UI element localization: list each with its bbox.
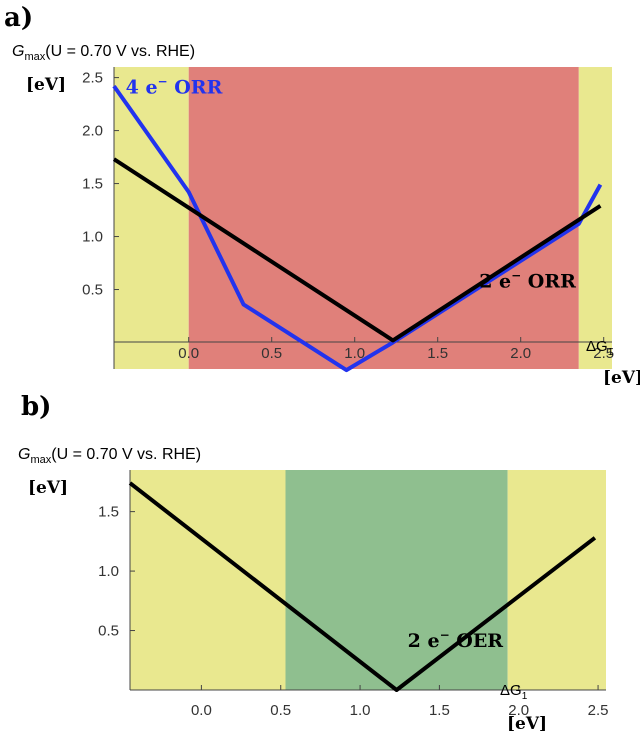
- series-label-sup: −: [158, 74, 168, 88]
- series-label-text: ORR: [168, 76, 223, 98]
- x-tick-label: 1.0: [350, 702, 371, 719]
- y-axis-unit: [eV]: [26, 75, 66, 95]
- y-tick-label: 2.0: [82, 123, 103, 140]
- series-label: 2 e− ORR: [479, 268, 576, 292]
- region-1: [285, 470, 508, 690]
- x-tick-label: 2.0: [508, 702, 529, 719]
- y-tick-label: 2.5: [82, 70, 103, 87]
- title-sub: max: [30, 454, 51, 466]
- x-tick-label: 1.5: [429, 702, 450, 719]
- series-label-sup: −: [511, 268, 521, 282]
- x-tick-label: 0.0: [178, 345, 199, 362]
- chart-panel-a: 0.0 0.5 1.0 1.5 2.0 2.50.51.01.52.02.5 4 e− OR…: [4, 3, 640, 388]
- x-tick-label: 0.5: [270, 702, 291, 719]
- region-1: [188, 67, 579, 369]
- chart-title: Gmax(U = 0.70 V vs. RHE): [12, 43, 195, 63]
- y-tick-label: 0.5: [98, 623, 119, 640]
- region-0: [130, 470, 286, 690]
- y-tick-label: 1.5: [98, 504, 119, 521]
- x-tick-label: 2.5: [588, 702, 609, 719]
- chart-panel-b: 0.0 0.5 1.0 1.5 2.0 2.5 0.5 1.0 1.5 2 e− OER b) Gma…: [18, 392, 608, 733]
- series-line-0: [128, 481, 597, 692]
- x-tick-label: 1.5: [427, 345, 448, 362]
- x-axis-sub: 1: [608, 347, 614, 358]
- series-label-text: 2 e: [408, 630, 440, 652]
- region-0: [114, 67, 189, 369]
- title-sub: max: [24, 51, 45, 63]
- y-tick-label: 0.5: [82, 282, 103, 299]
- chart-title: Gmax(U = 0.70 V vs. RHE): [18, 446, 201, 466]
- x-tick-label: 0.0: [191, 702, 212, 719]
- x-axis-unit: [eV]: [507, 714, 547, 733]
- title-rest: (U = 0.70 V vs. RHE): [45, 43, 195, 60]
- series-label-text: ORR: [521, 270, 576, 292]
- series-line-0: [112, 84, 603, 373]
- y-axis-unit: [eV]: [28, 478, 68, 498]
- panel-letter: b): [21, 392, 51, 422]
- x-axis-unit: [eV]: [603, 368, 640, 388]
- title-symbol: G: [12, 43, 24, 60]
- x-axis-symbol: ΔG: [586, 338, 608, 355]
- x-tick-label: 2.0: [510, 345, 531, 362]
- series-label: 2 e− OER: [408, 628, 504, 652]
- region-2: [507, 470, 606, 690]
- x-axis-label: ΔG1: [500, 682, 528, 702]
- series-label: 4 e− ORR: [126, 74, 223, 98]
- series-label-text: 2 e: [479, 270, 511, 292]
- x-tick-label: 1.0: [344, 345, 365, 362]
- title-rest: (U = 0.70 V vs. RHE): [51, 446, 201, 463]
- series-label-text: OER: [450, 630, 504, 652]
- y-tick-label: 1.5: [82, 176, 103, 193]
- x-tick-label: 2.5: [593, 345, 614, 362]
- x-axis-sub: 1: [522, 691, 528, 702]
- x-tick-label: 0.5: [261, 345, 282, 362]
- series-label-text: 4 e: [126, 76, 158, 98]
- title-symbol: G: [18, 446, 30, 463]
- y-tick-label: 1.0: [98, 563, 119, 580]
- y-tick-label: 1.0: [82, 229, 103, 246]
- x-axis-label: ΔG1: [586, 338, 614, 358]
- series-label-sup: −: [440, 628, 450, 642]
- x-axis-symbol: ΔG: [500, 682, 522, 699]
- series-line-1: [112, 157, 602, 343]
- panel-letter: a): [4, 3, 33, 33]
